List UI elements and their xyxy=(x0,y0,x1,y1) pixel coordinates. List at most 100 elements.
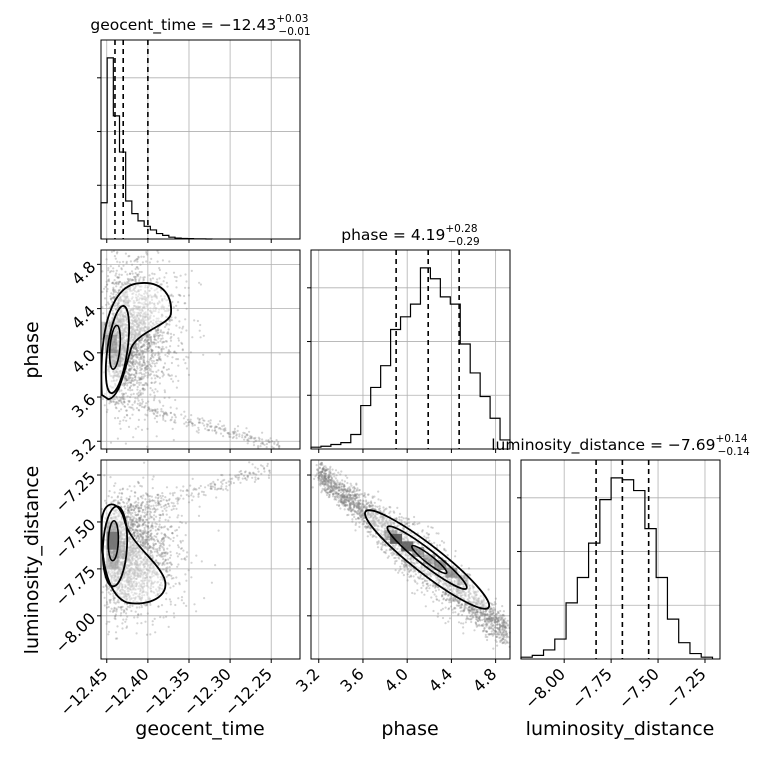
sample-point xyxy=(166,285,169,288)
sample-point xyxy=(125,608,129,611)
sample-point xyxy=(114,274,117,277)
sample-point xyxy=(175,552,178,555)
sample-point xyxy=(134,504,137,508)
sample-point xyxy=(170,577,173,580)
sample-point xyxy=(136,367,139,370)
sample-point xyxy=(144,382,147,385)
sample-point xyxy=(168,516,171,519)
sample-point xyxy=(158,546,161,549)
sample-point xyxy=(184,273,187,276)
sample-point xyxy=(139,381,142,384)
sample-point xyxy=(103,604,106,607)
sample-point xyxy=(176,565,179,568)
sample-point xyxy=(163,507,166,510)
sample-point xyxy=(220,487,223,490)
sample-point xyxy=(111,355,114,358)
sample-point xyxy=(232,435,235,438)
sample-point xyxy=(139,378,142,381)
sample-point xyxy=(130,504,133,508)
sample-point xyxy=(117,334,120,337)
sample-point xyxy=(125,618,128,621)
sample-point xyxy=(128,485,131,488)
sample-point xyxy=(261,441,264,444)
sample-point xyxy=(104,499,107,502)
sample-point xyxy=(202,334,205,337)
sample-point xyxy=(132,408,135,411)
sample-point xyxy=(158,549,161,552)
sample-point xyxy=(179,274,182,277)
sample-point xyxy=(101,290,104,293)
sample-point xyxy=(115,269,118,272)
sample-point xyxy=(177,337,180,340)
sample-point xyxy=(148,407,151,410)
sample-point xyxy=(200,560,203,563)
sample-point xyxy=(156,359,160,362)
sample-point xyxy=(126,403,129,406)
sample-point xyxy=(118,288,121,291)
sample-point xyxy=(153,273,156,276)
sample-point xyxy=(137,510,141,513)
sample-point xyxy=(137,301,140,305)
sample-point xyxy=(118,370,121,373)
sample-point xyxy=(121,403,124,406)
sample-point xyxy=(139,263,142,266)
sample-point xyxy=(167,583,170,586)
sample-point xyxy=(149,279,152,282)
sample-point xyxy=(171,427,174,430)
sample-point xyxy=(176,555,179,558)
sample-point xyxy=(135,536,138,539)
sample-point xyxy=(174,529,177,532)
sample-point xyxy=(136,402,139,405)
sample-point xyxy=(151,525,154,528)
sample-point xyxy=(163,295,166,298)
sample-point xyxy=(158,355,161,358)
sample-point xyxy=(169,339,173,342)
sample-point xyxy=(154,330,157,333)
sample-point xyxy=(127,425,131,428)
sample-point xyxy=(143,315,146,318)
sample-point xyxy=(126,301,129,304)
sample-point xyxy=(248,472,251,475)
sample-point xyxy=(154,529,157,532)
sample-point xyxy=(113,617,116,620)
sample-point xyxy=(161,345,164,348)
sample-point xyxy=(109,297,112,300)
sample-point xyxy=(210,485,213,488)
sample-point xyxy=(236,474,239,477)
sample-point xyxy=(202,353,205,356)
sample-point xyxy=(157,369,160,372)
sample-point xyxy=(146,345,149,348)
sample-point xyxy=(159,283,162,286)
sample-point xyxy=(153,354,156,357)
sample-point xyxy=(162,544,165,547)
sample-point xyxy=(135,632,138,635)
sample-point xyxy=(127,304,130,307)
sample-point xyxy=(132,379,135,383)
sample-point xyxy=(150,311,153,314)
sample-point xyxy=(178,553,181,556)
sample-point xyxy=(118,410,121,413)
sample-point xyxy=(252,444,256,447)
sample-point xyxy=(165,570,168,573)
sample-point xyxy=(120,357,123,360)
sample-point xyxy=(127,280,130,283)
sample-point xyxy=(118,273,121,276)
sample-point xyxy=(109,265,112,268)
sample-point xyxy=(209,487,212,490)
sample-point xyxy=(107,366,111,369)
y-tick-label: −7.50 xyxy=(51,515,99,563)
sample-point xyxy=(129,517,132,520)
sample-point xyxy=(113,360,116,363)
sample-point xyxy=(136,354,139,357)
sample-point xyxy=(130,489,133,493)
sample-point xyxy=(152,352,155,355)
sample-point xyxy=(108,490,111,493)
sample-point xyxy=(106,365,109,368)
sample-point xyxy=(166,355,169,358)
sample-point xyxy=(177,563,180,566)
sample-point xyxy=(143,373,146,376)
sample-point xyxy=(148,369,151,372)
sample-point xyxy=(185,489,188,492)
sample-point xyxy=(163,525,166,528)
sample-point xyxy=(162,340,165,343)
